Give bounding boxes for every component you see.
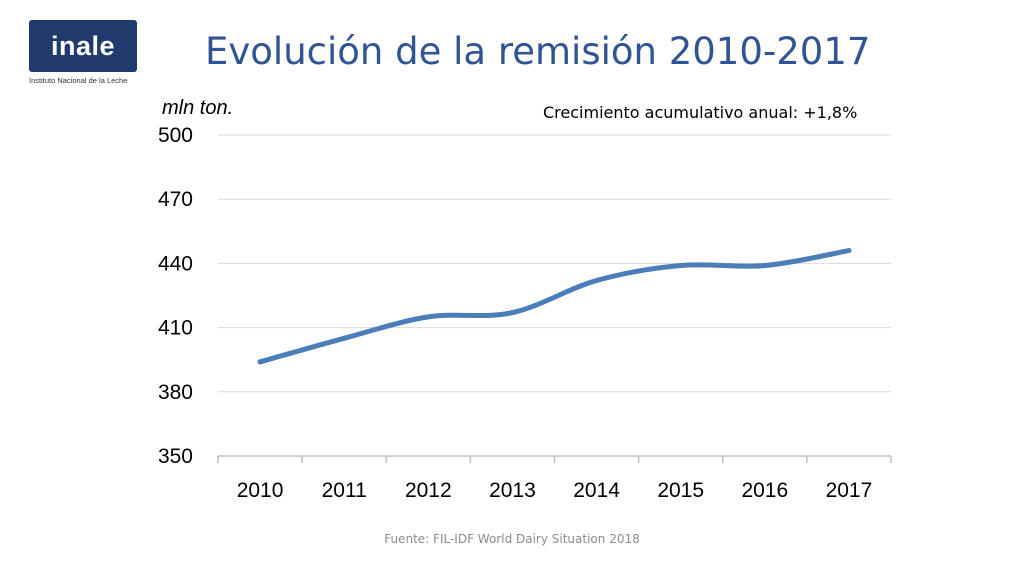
- x-tick-label: 2017: [826, 479, 873, 502]
- logo-text: inale: [50, 30, 116, 61]
- data-point-2013: [509, 310, 515, 316]
- x-tick-label: 2013: [489, 479, 536, 502]
- y-tick-label: 500: [158, 124, 193, 147]
- y-axis-unit-label: mln ton.: [162, 97, 234, 119]
- x-tick-label: 2011: [322, 479, 367, 502]
- data-point-2010: [257, 359, 263, 365]
- data-point-2017: [846, 248, 852, 254]
- series-line-remision: [257, 248, 852, 365]
- x-tick-label: 2015: [657, 479, 704, 502]
- x-tick-label: 2010: [237, 479, 284, 502]
- x-tick-label: 2014: [573, 479, 620, 502]
- data-point-2015: [678, 263, 684, 269]
- axis-layer: [217, 455, 892, 463]
- x-tick-label: 2012: [405, 479, 452, 502]
- y-tick-label: 380: [158, 381, 193, 404]
- y-tick-label: 410: [158, 317, 193, 340]
- series-layer: [257, 248, 852, 365]
- y-tick-label: 440: [158, 252, 193, 275]
- data-point-2014: [594, 278, 600, 284]
- x-tick-label: 2016: [741, 479, 788, 502]
- y-tick-label: 350: [158, 445, 193, 468]
- growth-annotation: Crecimiento acumulativo anual: +1,8%: [543, 103, 858, 122]
- data-point-2016: [762, 263, 768, 269]
- source-note: Fuente: FIL-IDF World Dairy Situation 20…: [384, 532, 640, 546]
- data-point-2011: [341, 335, 347, 341]
- data-point-2012: [425, 314, 431, 320]
- page-title: Evolución de la remisión 2010-2017: [205, 30, 871, 73]
- inale-logo: inale: [29, 20, 137, 72]
- logo-subtitle: Instituto Nacional de la Leche: [29, 76, 128, 85]
- tick-label-layer: 350 380 410 440 470 500 2010 2011 2012 2013 2014 20…: [158, 124, 872, 502]
- y-tick-label: 470: [158, 188, 193, 211]
